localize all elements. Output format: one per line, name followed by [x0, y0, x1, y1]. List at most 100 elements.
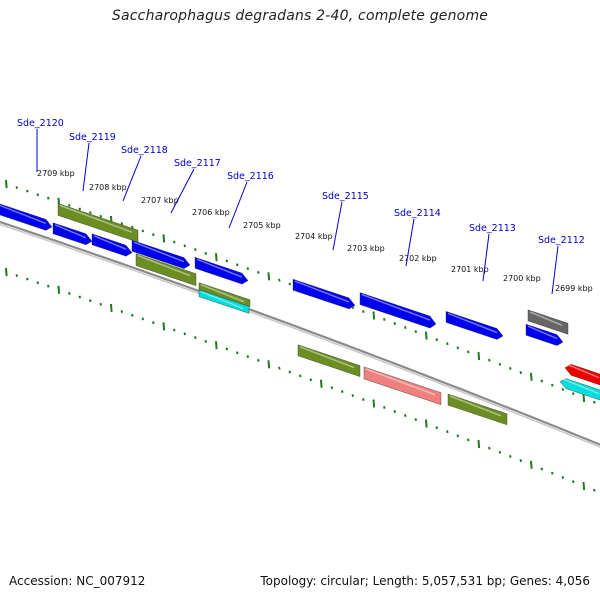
scale-tick-lower — [551, 471, 554, 475]
gene-leader-line — [405, 218, 415, 267]
gene-arrow-blue — [91, 233, 133, 257]
scale-tick-lower — [204, 339, 208, 343]
scale-tick-upper — [236, 263, 239, 267]
gene-label: Sde_2119 — [69, 132, 116, 143]
scale-tick-lower — [215, 341, 218, 350]
gene-label: Sde_2117 — [174, 158, 221, 169]
scale-tick-upper — [446, 342, 449, 346]
gene-arrow-blue-highlight — [133, 241, 185, 263]
scale-tick-upper — [414, 330, 418, 333]
scale-tick-upper — [519, 371, 523, 375]
scale-tick-lower — [78, 295, 82, 299]
scale-label: 2707 kbp — [141, 196, 179, 205]
scale-tick-lower — [341, 390, 344, 394]
scale-tick-upper — [15, 186, 19, 189]
scale-tick-lower — [173, 328, 176, 332]
scale-tick-upper — [89, 211, 92, 215]
scale-tick-lower — [572, 480, 575, 484]
scale-tick-upper — [225, 259, 229, 263]
scale-tick-upper — [488, 358, 491, 362]
scale-tick-upper — [78, 207, 82, 211]
gene-bar-gray-highlight — [529, 311, 563, 326]
scale-tick-lower — [110, 303, 113, 312]
scale-tick-lower — [593, 488, 596, 492]
scale-label: 2704 kbp — [295, 232, 333, 241]
scale-tick-upper — [425, 331, 428, 340]
scale-label: 2709 kbp — [37, 169, 75, 178]
scale-tick-upper — [215, 253, 218, 262]
scale-tick-lower — [68, 291, 71, 295]
gene-leader-line — [482, 233, 490, 282]
scale-tick-upper — [362, 310, 365, 313]
scale-tick-upper — [120, 222, 124, 226]
gene-arrow-blue-highlight — [361, 293, 431, 321]
gene-leader-line — [332, 201, 343, 251]
page-title: Saccharophagus degradans 2-40, complete … — [111, 8, 489, 24]
gene-bar-olive — [297, 344, 361, 377]
scale-label: 2708 kbp — [89, 183, 127, 192]
scale-tick-upper — [141, 229, 145, 233]
scale-tick-upper — [561, 387, 565, 391]
scale-tick-lower — [498, 450, 502, 454]
scale-tick-lower — [89, 299, 92, 303]
scale-tick-lower — [26, 277, 29, 281]
scale-tick-lower — [351, 394, 355, 397]
scale-tick-lower — [456, 434, 460, 438]
scale-tick-lower — [393, 410, 397, 413]
scale-tick-lower — [131, 313, 134, 317]
scale-tick-upper — [204, 251, 208, 255]
gene-label: Sde_2113 — [469, 223, 516, 234]
scale-tick-lower — [183, 332, 187, 336]
gene-label: Sde_2116 — [227, 171, 274, 182]
scale-tick-upper — [173, 240, 176, 244]
scale-tick-lower — [288, 370, 292, 374]
scale-tick-lower — [488, 446, 491, 450]
scale-tick-upper — [582, 393, 586, 402]
gene-arrow-blue — [359, 292, 437, 329]
scale-tick-lower — [519, 459, 523, 463]
gene-arrow-blue-highlight — [196, 258, 243, 278]
scale-tick-lower — [257, 358, 260, 362]
gene-bar-olive-highlight — [59, 204, 133, 233]
scale-tick-lower — [5, 267, 8, 277]
gene-leader-line — [228, 181, 248, 229]
gene-arrow-blue-highlight — [54, 224, 87, 239]
scale-tick-upper — [435, 338, 439, 342]
gene-leader-line — [170, 168, 195, 214]
gene-leader-line — [551, 245, 559, 295]
scale-tick-lower — [162, 322, 166, 331]
scale-tick-upper — [194, 248, 197, 252]
scale-tick-upper — [68, 203, 71, 207]
scale-tick-upper — [288, 282, 292, 286]
scale-tick-lower — [225, 347, 229, 351]
gene-arrow-cyan — [559, 378, 600, 401]
scale-tick-lower — [561, 475, 565, 479]
gene-bar-olive — [198, 282, 251, 308]
scale-tick-upper — [257, 270, 260, 274]
scale-tick-upper — [267, 272, 271, 281]
scale-tick-lower — [120, 310, 124, 314]
gene-arrow-cyan-highlight — [561, 377, 600, 395]
gene-bar-cyan-highlight — [200, 290, 244, 310]
scale-tick-lower — [582, 481, 586, 490]
gene-bar-gray — [527, 309, 569, 335]
gene-arrow-blue — [194, 257, 249, 285]
scale-tick-upper — [383, 318, 386, 321]
gene-label: Sde_2115 — [322, 191, 369, 202]
gene-leader-line — [122, 155, 142, 202]
scale-tick-upper — [372, 311, 376, 320]
scale-tick-upper — [593, 400, 596, 404]
gene-label: Sde_2120 — [17, 118, 64, 129]
scale-tick-lower — [372, 399, 376, 408]
scale-tick-upper — [278, 278, 281, 282]
scale-tick-lower — [435, 426, 439, 430]
gene-arrow-blue — [0, 203, 53, 231]
gene-bar-olive-highlight — [299, 346, 355, 369]
gene-label: Sde_2114 — [394, 208, 441, 219]
scale-tick-lower — [141, 317, 145, 321]
scale-tick-upper — [5, 179, 8, 189]
scale-tick-lower — [404, 414, 407, 417]
scale-tick-lower — [47, 284, 50, 288]
scale-tick-lower — [99, 302, 103, 306]
